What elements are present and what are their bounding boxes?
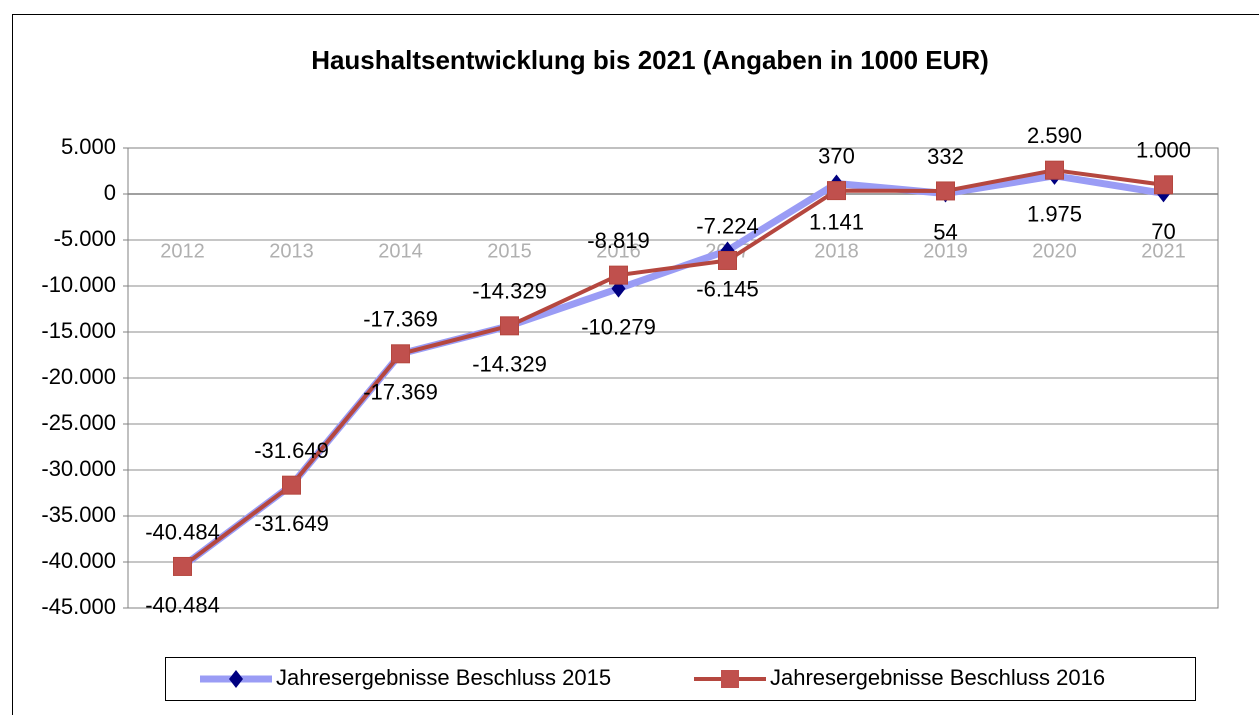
y-tick-label: -35.000 bbox=[41, 502, 116, 527]
series-line bbox=[180, 172, 1165, 570]
series-line bbox=[181, 168, 1164, 569]
x-tick-label: 2014 bbox=[378, 240, 423, 262]
data-label: -8.819 bbox=[587, 228, 649, 253]
y-tick-label: -5.000 bbox=[54, 226, 116, 251]
data-label: 1.141 bbox=[809, 209, 864, 234]
legend-marker bbox=[721, 670, 739, 688]
point bbox=[936, 181, 955, 201]
y-tick-label: -15.000 bbox=[41, 318, 116, 343]
legend-label: Jahresergebnisse Beschluss 2016 bbox=[770, 665, 1105, 690]
point bbox=[609, 265, 628, 285]
chart-title: Haushaltsentwicklung bis 2021 (Angaben i… bbox=[311, 45, 989, 75]
legend-label: Jahresergebnisse Beschluss 2015 bbox=[276, 665, 611, 690]
y-tick-label: 5.000 bbox=[61, 134, 116, 159]
data-label: -40.484 bbox=[145, 519, 220, 544]
x-tick-label: 2013 bbox=[269, 240, 314, 262]
data-label: -31.649 bbox=[254, 511, 329, 536]
point bbox=[1154, 175, 1173, 195]
x-tick-label: 2015 bbox=[487, 240, 532, 262]
data-label: -31.649 bbox=[254, 438, 329, 463]
data-label: 370 bbox=[818, 143, 855, 168]
data-label: 1.975 bbox=[1027, 202, 1082, 227]
x-tick-label: 2012 bbox=[160, 240, 205, 262]
x-tick-label: 2021 bbox=[1141, 240, 1186, 262]
x-tick-label: 2018 bbox=[814, 240, 859, 262]
point bbox=[282, 475, 301, 495]
point bbox=[500, 316, 519, 336]
legend-marker bbox=[229, 670, 243, 688]
chart-frame bbox=[12, 14, 1259, 715]
y-tick-label: -30.000 bbox=[41, 456, 116, 481]
data-label: 70 bbox=[1151, 219, 1175, 244]
data-label: -7.224 bbox=[696, 213, 758, 238]
y-tick-label: -10.000 bbox=[41, 272, 116, 297]
point bbox=[827, 181, 846, 201]
data-label: -6.145 bbox=[696, 276, 758, 301]
x-tick-label: 2020 bbox=[1032, 240, 1077, 262]
x-tick-label: 2016 bbox=[596, 240, 641, 262]
data-label: 2.590 bbox=[1027, 123, 1082, 148]
y-tick-label: -20.000 bbox=[41, 364, 116, 389]
y-tick-label: -40.000 bbox=[41, 548, 116, 573]
data-label: -14.329 bbox=[472, 279, 547, 304]
y-tick-label: -45.000 bbox=[41, 594, 116, 619]
data-label: 54 bbox=[933, 219, 957, 244]
data-label: 1.000 bbox=[1136, 138, 1191, 163]
point bbox=[718, 250, 737, 270]
data-label: -17.369 bbox=[363, 307, 438, 332]
point bbox=[173, 556, 192, 576]
y-tick-label: -25.000 bbox=[41, 410, 116, 435]
data-label: -14.329 bbox=[472, 352, 547, 377]
data-label: -17.369 bbox=[363, 380, 438, 405]
point bbox=[391, 344, 410, 364]
data-label: -40.484 bbox=[145, 592, 220, 617]
legend-box bbox=[165, 657, 1196, 701]
x-tick-label: 2019 bbox=[923, 240, 968, 262]
point bbox=[1045, 160, 1064, 180]
y-tick-label: 0 bbox=[104, 180, 116, 205]
plot-frame bbox=[127, 147, 1219, 609]
data-label: 332 bbox=[927, 144, 964, 169]
data-label: -10.279 bbox=[581, 314, 656, 339]
